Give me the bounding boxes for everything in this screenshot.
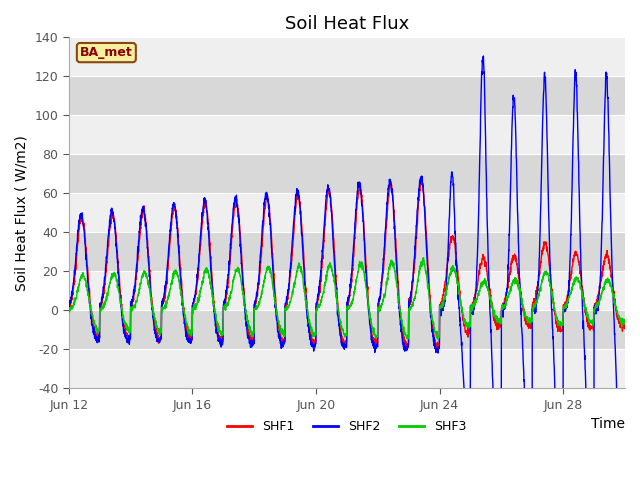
Text: BA_met: BA_met: [80, 46, 132, 59]
SHF2: [65, 305, 73, 311]
Line: SHF2: SHF2: [69, 56, 625, 480]
SHF1: [119, 313, 127, 319]
SHF3: [188, 327, 196, 333]
Line: SHF3: SHF3: [69, 258, 625, 339]
Title: Soil Heat Flux: Soil Heat Flux: [285, 15, 409, 33]
SHF3: [365, 301, 372, 307]
SHF3: [621, 319, 628, 324]
Legend: SHF1, SHF2, SHF3: SHF1, SHF2, SHF3: [222, 415, 472, 438]
SHF2: [188, 336, 196, 342]
SHF2: [152, 334, 160, 339]
SHF1: [418, 177, 426, 182]
SHF2: [479, 53, 487, 59]
SHF1: [152, 330, 160, 336]
SHF3: [152, 324, 160, 330]
SHF1: [433, 348, 441, 353]
SHF1: [550, 300, 557, 306]
SHF1: [267, 218, 275, 224]
Y-axis label: Soil Heat Flux ( W/m2): Soil Heat Flux ( W/m2): [15, 135, 29, 291]
Bar: [69, 37, 625, 76]
Bar: [69, 349, 625, 388]
Line: SHF1: SHF1: [69, 180, 625, 350]
SHF2: [119, 323, 127, 328]
SHF1: [188, 336, 196, 342]
X-axis label: Time: Time: [591, 417, 625, 431]
Bar: [69, 76, 625, 115]
SHF3: [434, 336, 442, 342]
SHF1: [365, 300, 372, 306]
SHF1: [65, 301, 73, 307]
Bar: [69, 232, 625, 271]
SHF3: [65, 306, 73, 312]
SHF2: [621, 468, 628, 474]
SHF3: [267, 267, 275, 273]
Bar: [69, 154, 625, 193]
SHF2: [550, 342, 557, 348]
SHF2: [267, 228, 275, 234]
SHF3: [550, 300, 557, 306]
Bar: [69, 310, 625, 349]
SHF1: [621, 322, 628, 328]
Bar: [69, 271, 625, 310]
SHF3: [119, 313, 127, 319]
SHF3: [420, 255, 428, 261]
Bar: [69, 193, 625, 232]
SHF2: [365, 306, 372, 312]
Bar: [69, 115, 625, 154]
